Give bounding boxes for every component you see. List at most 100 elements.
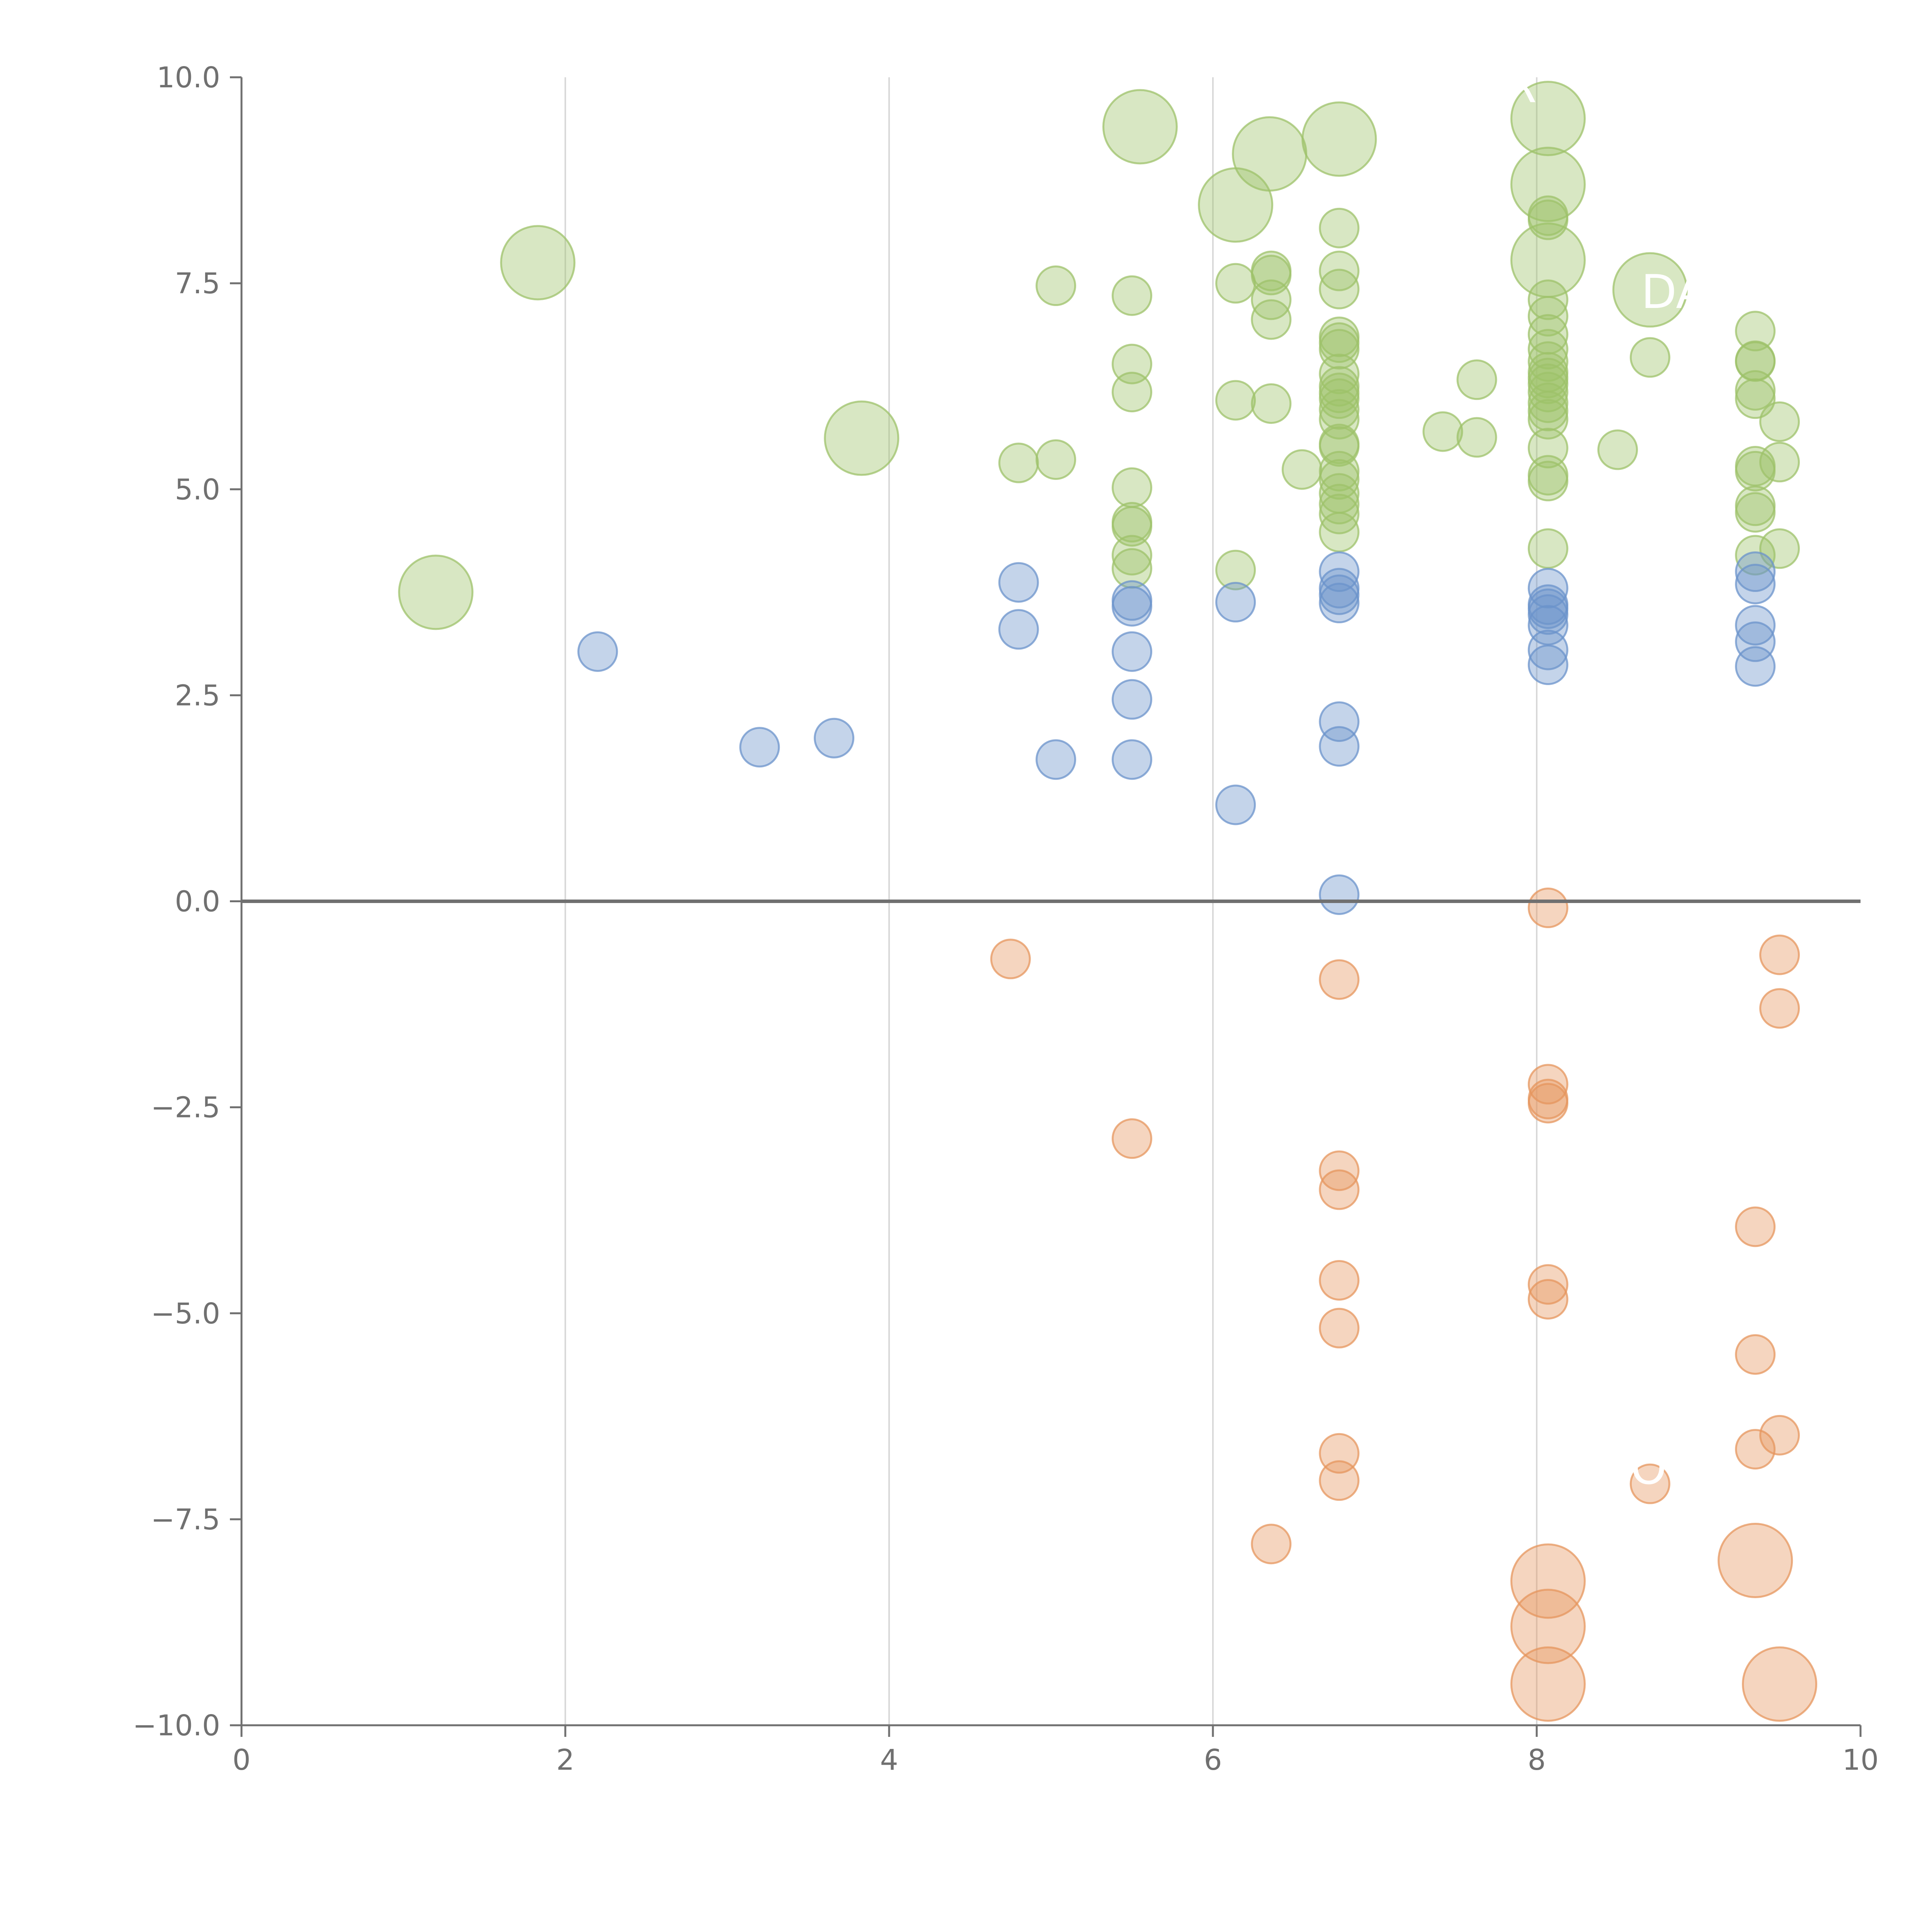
- orange-point: [1319, 1169, 1360, 1210]
- green-point: [1251, 255, 1292, 296]
- green-point: [1319, 459, 1360, 500]
- x-tick-label: 10: [1842, 1743, 1879, 1777]
- green-point: [1527, 399, 1568, 440]
- green-point: [1422, 411, 1463, 452]
- y-tick-label: −5.0: [151, 1297, 220, 1330]
- green-point: [1735, 341, 1776, 382]
- y-tick-label: −10.0: [133, 1709, 220, 1742]
- orange-point: [1735, 1334, 1776, 1375]
- green-point: [1036, 439, 1077, 480]
- blue-point: [1319, 583, 1360, 624]
- orange-point: [1319, 1460, 1360, 1501]
- green-point: [1456, 359, 1497, 400]
- green-point: [1759, 401, 1800, 442]
- green-point: [1735, 311, 1776, 352]
- annotations: R DA SO: [1504, 60, 1708, 1495]
- green-point: [1527, 279, 1568, 320]
- orange-point: [990, 939, 1031, 980]
- x-tick-label: 6: [1204, 1743, 1222, 1777]
- orange-point: [1319, 959, 1360, 1000]
- data-points: [398, 81, 1817, 1722]
- orange-point: [1527, 1279, 1568, 1320]
- blue-point: [1319, 551, 1360, 592]
- x-tick-label: 4: [880, 1743, 898, 1777]
- axes: 0 2 4 6 8 10 −10.0 −7.5 −5.0 −2.5 0.0 2.5 5.0 7.5 10.0: [133, 61, 1879, 1777]
- x-tick-label: 8: [1527, 1743, 1546, 1777]
- y-tick-label: −2.5: [151, 1091, 220, 1124]
- blue-point: [1735, 646, 1776, 687]
- blue-point: [1215, 784, 1256, 825]
- green-point: [1319, 329, 1360, 370]
- green-point: [1510, 146, 1586, 222]
- orange-point: [1759, 934, 1800, 975]
- green-point: [1036, 265, 1077, 306]
- green-point: [1527, 296, 1568, 337]
- green-point: [1319, 426, 1360, 467]
- green-point: [1735, 535, 1776, 576]
- blue-point: [1112, 586, 1152, 627]
- green-point: [1232, 116, 1308, 192]
- annotation-label: R: [1504, 60, 1536, 113]
- green-point: [1319, 250, 1360, 291]
- green-point: [1629, 337, 1670, 378]
- green-point: [398, 554, 474, 630]
- y-tick-label: 5.0: [175, 473, 220, 506]
- green-point: [1319, 389, 1360, 430]
- green-point: [1527, 391, 1568, 432]
- green-point: [1112, 275, 1152, 316]
- green-point: [1251, 299, 1292, 340]
- blue-point: [1112, 679, 1152, 720]
- blue-point: [814, 718, 855, 759]
- green-point: [1112, 535, 1152, 576]
- blue-point: [1735, 563, 1776, 604]
- orange-point: [1510, 1543, 1586, 1619]
- green-point: [1527, 382, 1568, 423]
- y-tick-label: 2.5: [175, 679, 220, 712]
- orange-point: [1735, 1429, 1776, 1470]
- blue-point: [1319, 726, 1360, 767]
- green-point: [824, 400, 900, 476]
- green-point: [1112, 467, 1152, 508]
- green-point: [1527, 528, 1568, 569]
- y-tick-label: 7.5: [175, 267, 220, 300]
- green-point: [1510, 81, 1586, 156]
- green-point: [1319, 493, 1360, 534]
- orange-point: [1735, 1206, 1776, 1247]
- green-point: [1735, 370, 1776, 411]
- orange-point: [1510, 1588, 1586, 1664]
- orange-point: [1112, 1118, 1152, 1159]
- green-point: [1319, 451, 1360, 492]
- blue-point: [1319, 874, 1360, 915]
- y-tick-label: −7.5: [151, 1503, 220, 1536]
- y-tick-label: 0.0: [175, 885, 220, 918]
- annotation-label: DA: [1641, 265, 1708, 319]
- green-point: [1102, 89, 1178, 165]
- orange-point: [1759, 1415, 1800, 1456]
- orange-point: [1510, 1646, 1586, 1722]
- green-point: [1735, 451, 1776, 492]
- green-point: [1319, 484, 1360, 525]
- green-point: [1319, 269, 1360, 310]
- green-point: [1112, 506, 1152, 547]
- green-point: [1527, 461, 1568, 502]
- orange-point: [1742, 1646, 1817, 1722]
- y-tick-label: 10.0: [156, 61, 220, 94]
- green-point: [1735, 492, 1776, 533]
- green-point: [1319, 378, 1360, 419]
- green-point: [1759, 442, 1800, 483]
- green-point: [1527, 341, 1568, 382]
- blue-point: [1319, 701, 1360, 742]
- green-point: [1319, 207, 1360, 248]
- orange-point: [1527, 888, 1568, 929]
- blue-point: [1735, 605, 1776, 646]
- green-point: [1456, 417, 1497, 458]
- blue-point: [1319, 574, 1360, 615]
- green-point: [1215, 263, 1256, 304]
- blue-point: [1036, 739, 1077, 780]
- green-point: [1112, 372, 1152, 413]
- orange-point: [1319, 1308, 1360, 1349]
- orange-point: [1629, 1463, 1670, 1504]
- blue-point: [739, 727, 780, 768]
- green-point: [500, 225, 576, 301]
